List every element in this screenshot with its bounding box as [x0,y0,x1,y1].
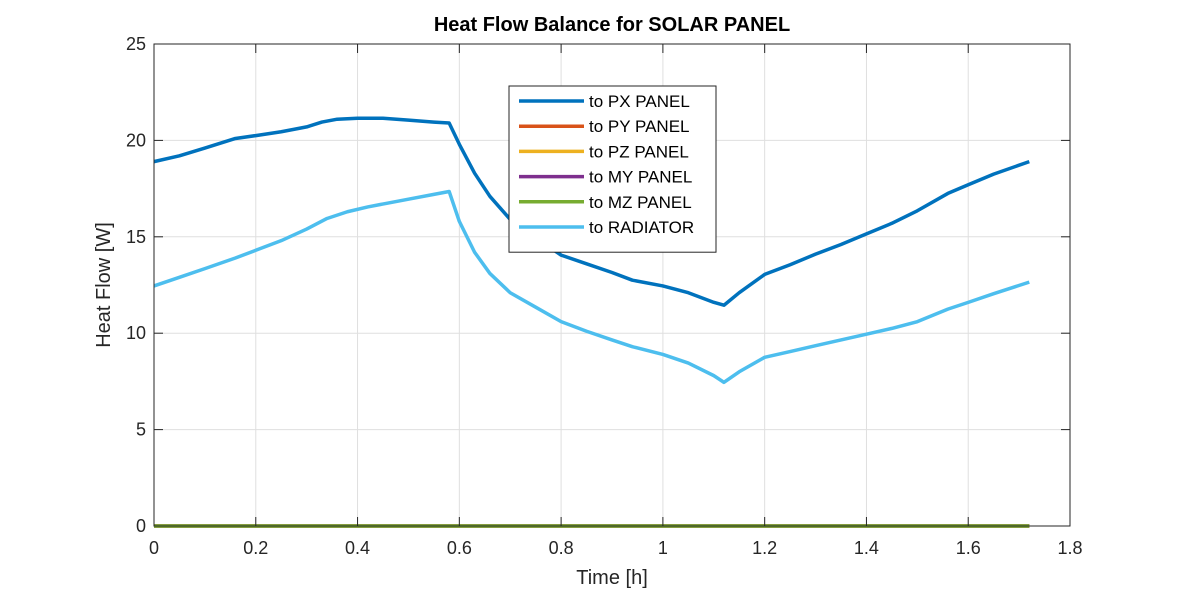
x-axis-label: Time [h] [576,567,648,589]
x-tick-label: 0.4 [345,538,370,558]
y-tick-label: 20 [126,130,146,150]
legend-label: to PY PANEL [589,117,689,136]
y-tick-label: 10 [126,323,146,343]
x-tick-label: 0 [149,538,159,558]
legend-label: to PX PANEL [589,92,690,111]
series-line-0 [153,116,1030,307]
x-tick-label: 0.6 [447,538,472,558]
y-tick-label: 25 [126,34,146,54]
x-tick-label: 1.6 [956,538,981,558]
legend-label: to MZ PANEL [589,193,692,212]
x-tick-label: 1 [658,538,668,558]
legend-box [508,85,717,253]
x-tick-label: 1.2 [752,538,777,558]
chart-title: Heat Flow Balance for SOLAR PANEL [434,14,790,36]
x-tick-label: 0.8 [549,538,574,558]
y-axis-label: Heat Flow [W] [93,222,115,348]
legend-label: to PZ PANEL [589,142,689,161]
plot-frame [153,43,1071,527]
legend-label: to MY PANEL [589,168,692,187]
x-tick-label: 1.4 [854,538,879,558]
legend-label: to RADIATOR [589,218,694,237]
x-tick-label: 1.8 [1057,538,1082,558]
y-tick-label: 5 [136,420,146,440]
y-tick-label: 0 [136,516,146,536]
y-tick-label: 15 [126,227,146,247]
legend: to PX PANEL to PY PANEL to PZ PANEL to MY P… [508,85,717,253]
axis-ticks: 0 0.2 0.4 0.6 0.8 1 1.2 1.4 1.6 1.8 0 5 10 15 20 25 [126,34,1083,558]
series-line-5 [153,189,1030,385]
x-tick-label: 0.2 [243,538,268,558]
